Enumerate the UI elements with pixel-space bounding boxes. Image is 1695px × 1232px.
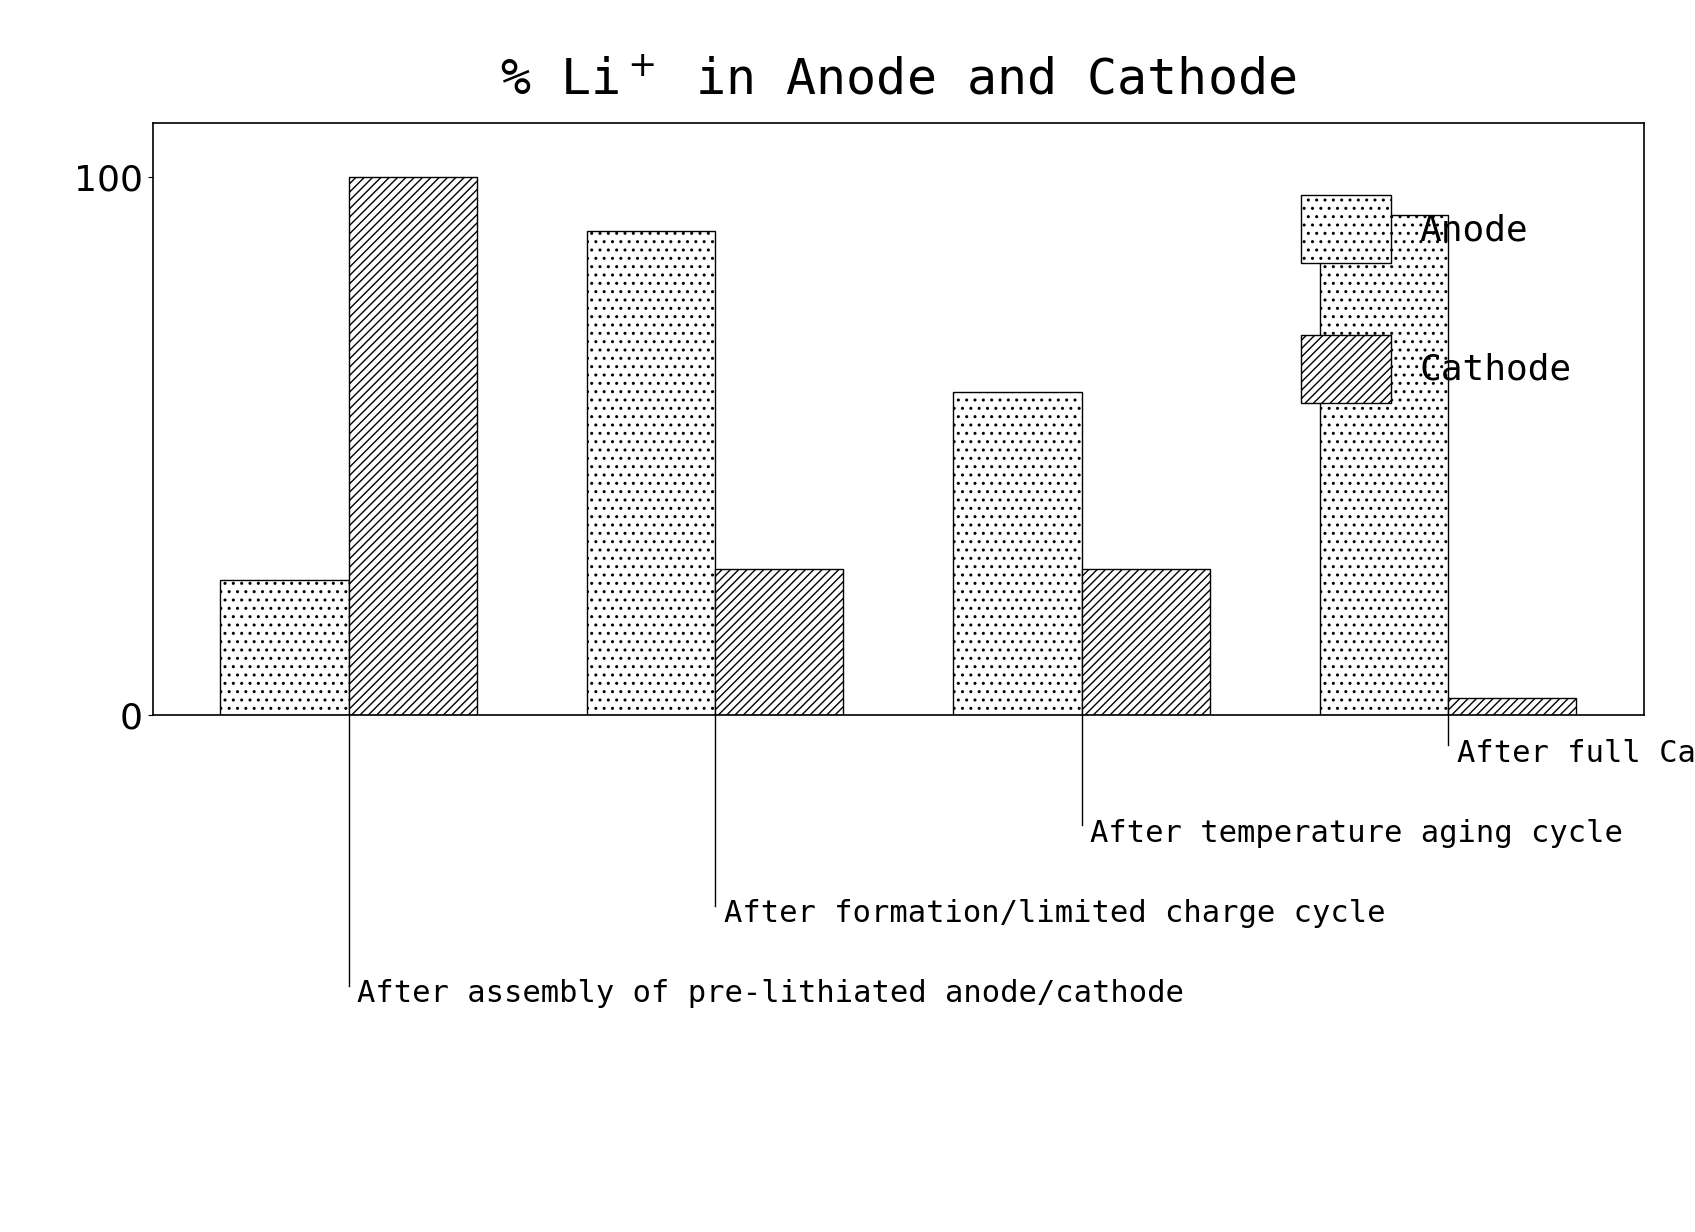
Text: After formation/limited charge cycle: After formation/limited charge cycle xyxy=(724,899,1385,929)
Bar xyxy=(1081,569,1210,715)
Text: After full Cathode charge: After full Cathode charge xyxy=(1456,739,1695,769)
Bar xyxy=(953,392,1081,715)
Bar xyxy=(220,580,349,715)
Bar xyxy=(715,569,844,715)
Legend: Anode, Cathode: Anode, Cathode xyxy=(1246,142,1626,457)
Bar xyxy=(1448,699,1576,715)
Bar xyxy=(349,177,476,715)
Bar xyxy=(586,230,715,715)
Bar xyxy=(1320,214,1448,715)
Text: After assembly of pre-lithiated anode/cathode: After assembly of pre-lithiated anode/ca… xyxy=(358,979,1185,1009)
Title: % Li$^+$ in Anode and Cathode: % Li$^+$ in Anode and Cathode xyxy=(500,58,1297,106)
Text: After temperature aging cycle: After temperature aging cycle xyxy=(1090,819,1622,849)
